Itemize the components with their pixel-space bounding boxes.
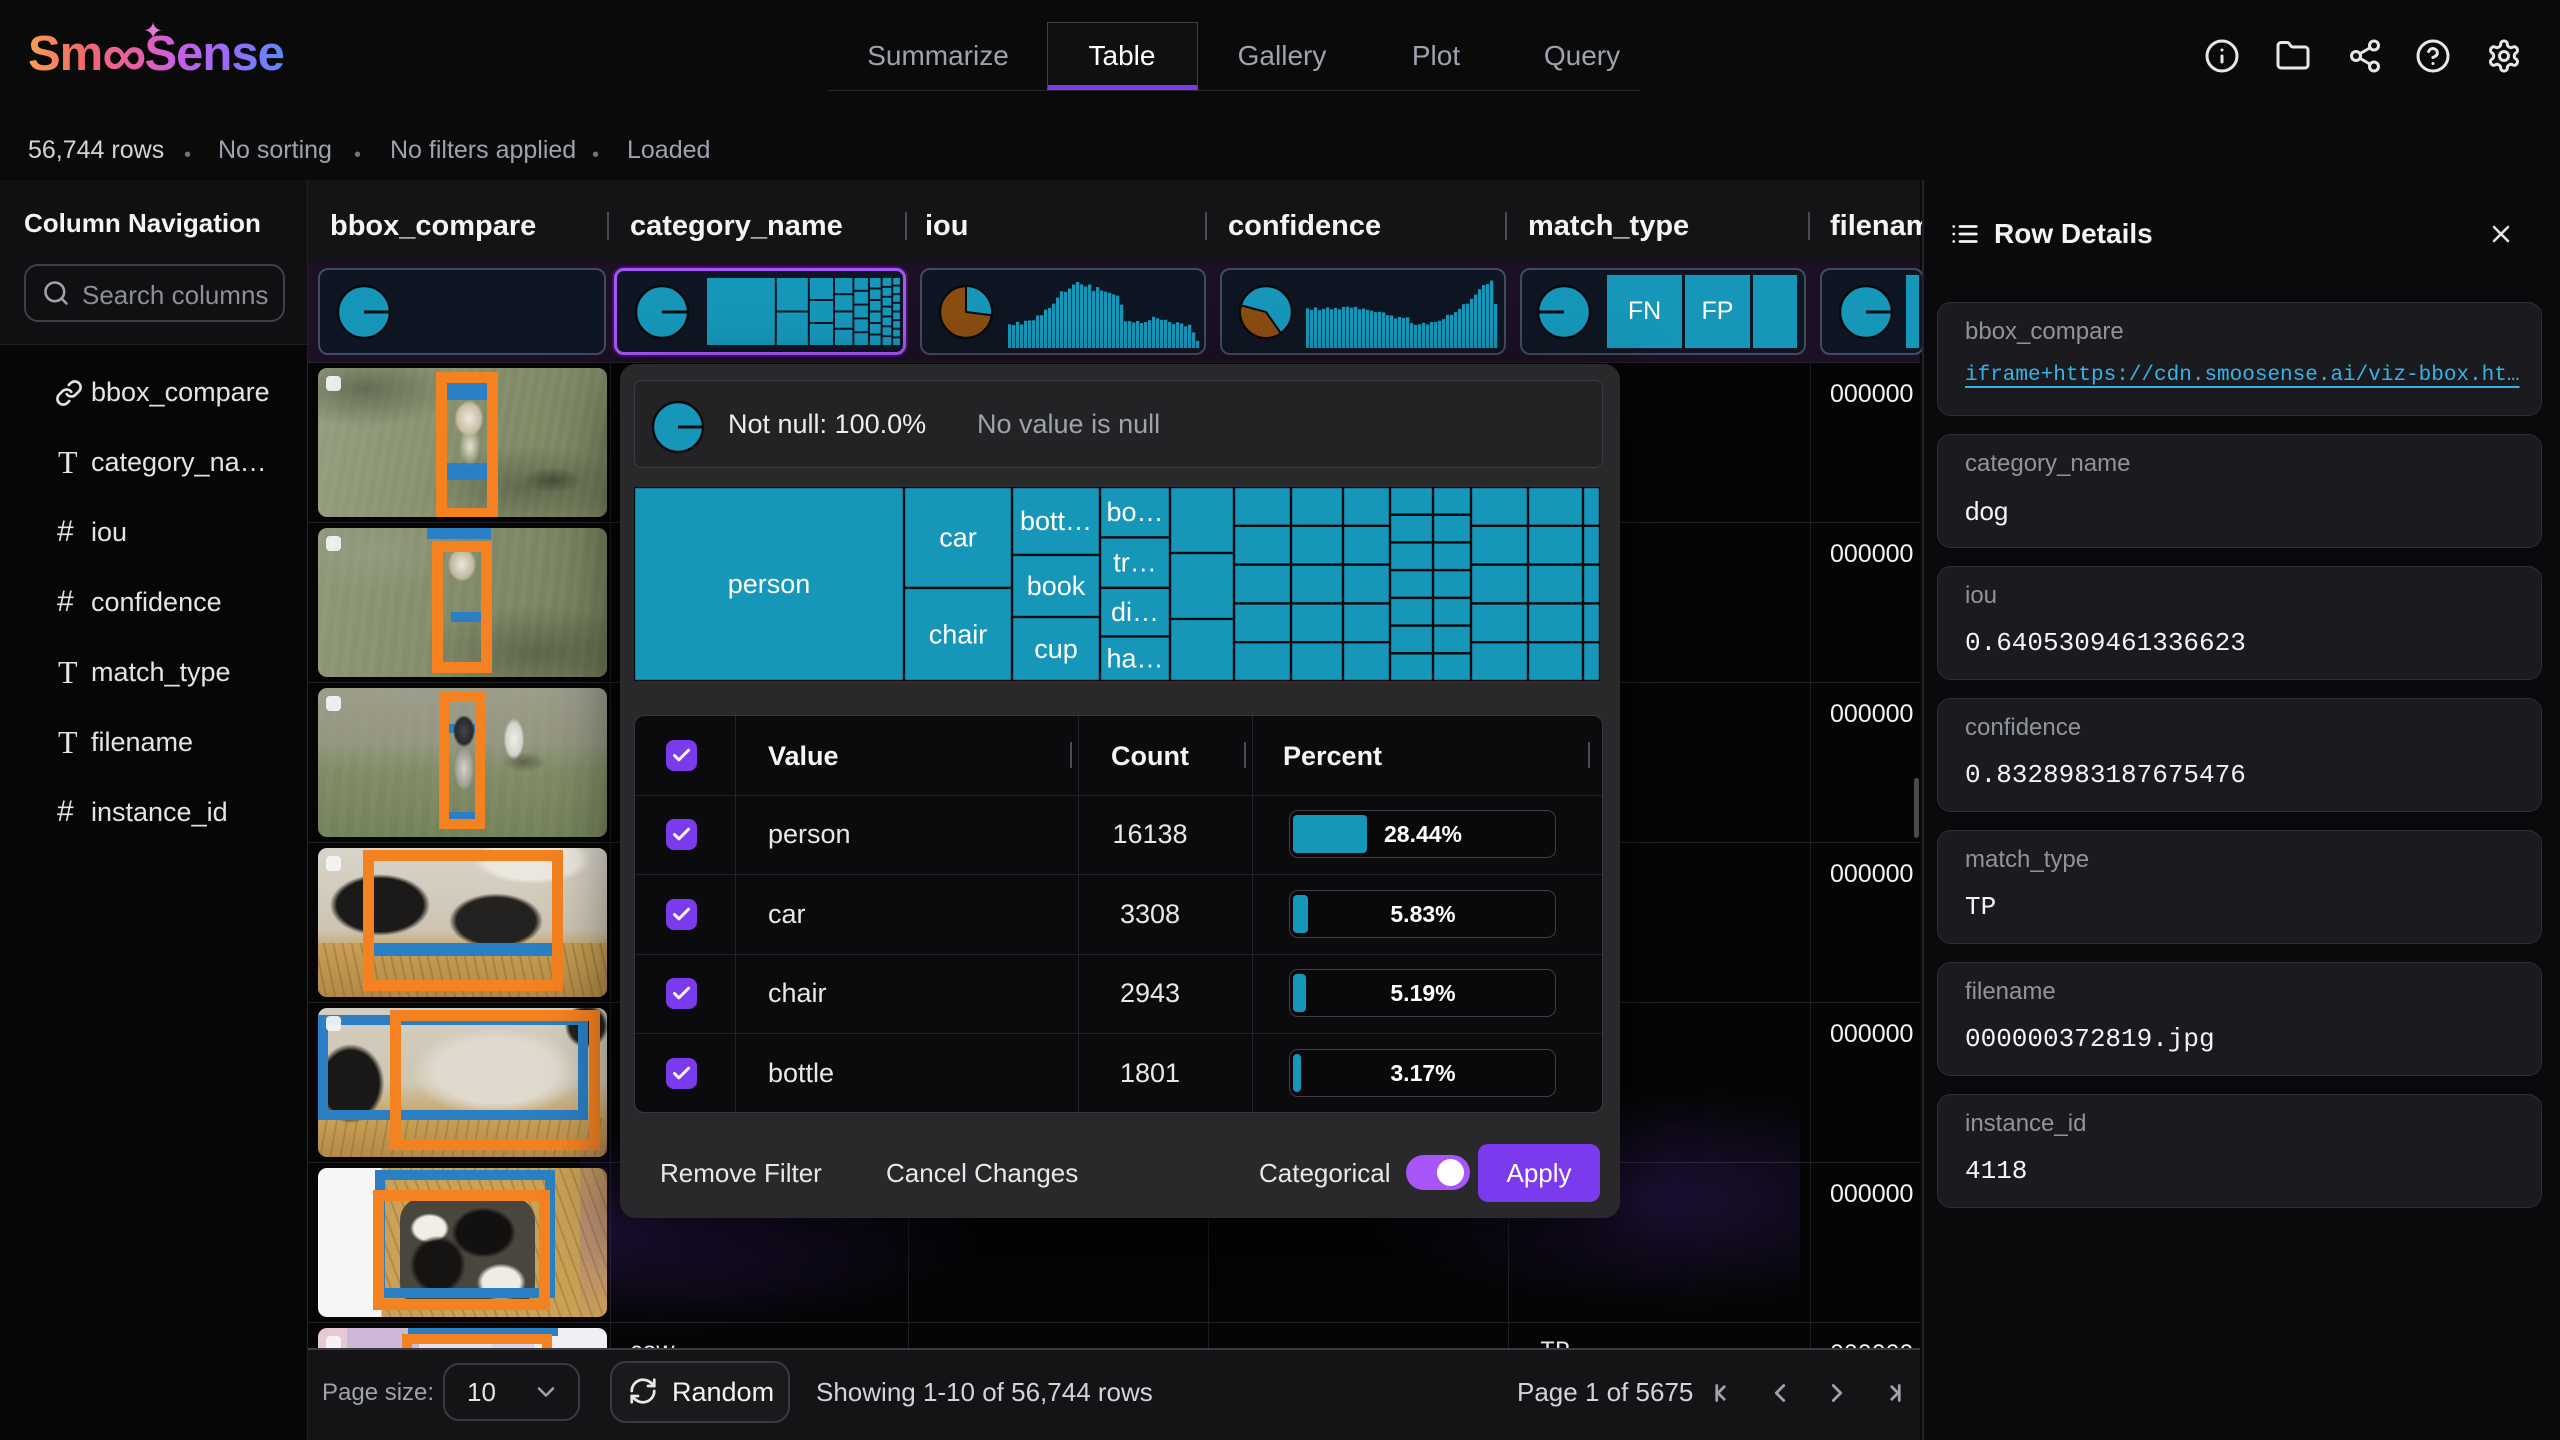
svg-text:person: person (728, 569, 811, 599)
svg-text:cup: cup (1034, 634, 1078, 664)
svg-text:ha…: ha… (1106, 644, 1163, 674)
svg-text:bott…: bott… (1020, 506, 1092, 536)
svg-text:chair: chair (929, 619, 988, 649)
svg-text:di…: di… (1111, 597, 1159, 627)
svg-text:bo…: bo… (1106, 497, 1163, 527)
svg-text:tr…: tr… (1113, 548, 1157, 578)
svg-text:book: book (1027, 571, 1086, 601)
svg-text:car: car (939, 522, 977, 552)
